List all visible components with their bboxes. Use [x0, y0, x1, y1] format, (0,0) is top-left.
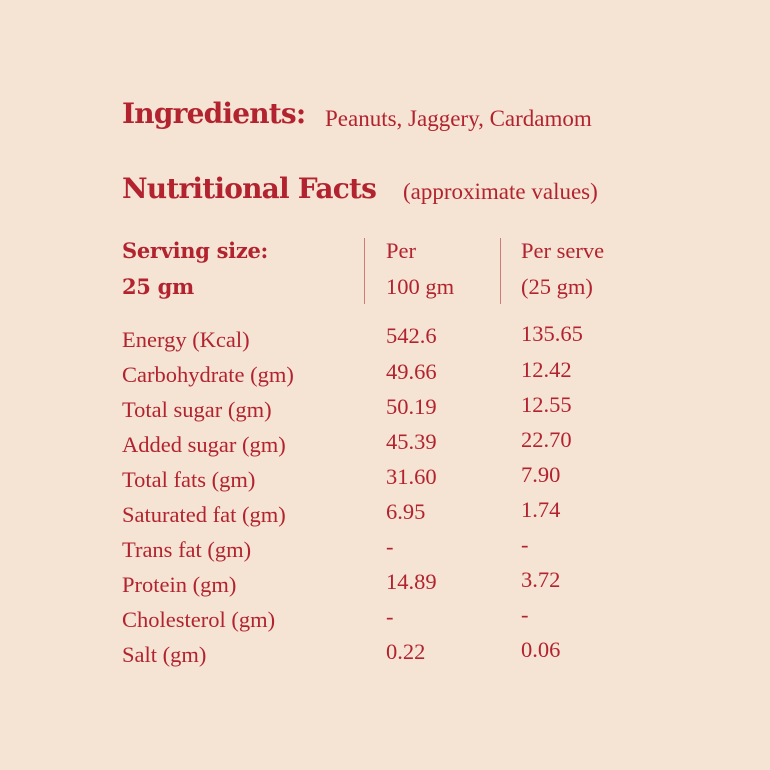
per-100-value: 6.95 — [386, 499, 426, 524]
column-divider-1 — [364, 238, 365, 304]
per-serve-value: 7.90 — [521, 462, 561, 487]
nutrient-label: Carbohydrate (gm) — [122, 362, 294, 387]
per-serve-value: - — [521, 602, 529, 627]
nutrient-label: Cholesterol (gm) — [122, 607, 276, 632]
nutrient-label: Protein (gm) — [122, 572, 237, 597]
per-100-value: - — [386, 534, 394, 559]
per-serve-value: 3.72 — [521, 567, 561, 592]
per-100-value: - — [386, 604, 394, 629]
per-100-header-line2: 100 gm — [386, 274, 455, 299]
per-100-value: 0.22 — [386, 639, 426, 664]
per-serve-value: 0.06 — [521, 637, 561, 662]
nutritional-facts-heading: Nutritional Facts — [122, 172, 377, 205]
nutrient-label: Trans fat (gm) — [122, 537, 252, 562]
per-serve-value: 1.74 — [521, 497, 561, 522]
per-100-value: 49.66 — [386, 359, 437, 384]
nutrient-label: Total sugar (gm) — [122, 397, 272, 422]
per-serve-value: 22.70 — [521, 427, 572, 452]
column-divider-2 — [500, 238, 501, 304]
serving-size-value: 25 gm — [122, 274, 194, 299]
nutrient-label: Saturated fat (gm) — [122, 502, 286, 527]
per-serve-value: 12.55 — [521, 392, 572, 417]
nutrient-label: Added sugar (gm) — [122, 432, 286, 457]
approximate-values-note: (approximate values) — [403, 179, 598, 204]
per-100-value: 14.89 — [386, 569, 437, 594]
per-serve-value: 135.65 — [521, 321, 583, 346]
per-serve-value: 12.42 — [521, 357, 572, 382]
per-serve-header-line1: Per serve — [521, 238, 605, 263]
per-100-value: 31.60 — [386, 464, 437, 489]
nutrient-label: Salt (gm) — [122, 642, 207, 667]
per-serve-value: - — [521, 532, 529, 557]
per-100-value: 542.6 — [386, 323, 437, 348]
nutrient-label: Energy (Kcal) — [122, 327, 250, 352]
per-100-value: 50.19 — [386, 394, 437, 419]
per-100-value: 45.39 — [386, 429, 437, 454]
serving-size-label: Serving size: — [122, 238, 268, 263]
ingredients-list: Peanuts, Jaggery, Cardamom — [325, 106, 592, 131]
nutrient-label: Total fats (gm) — [122, 467, 256, 492]
ingredients-heading: Ingredients: — [122, 97, 306, 130]
per-serve-header-line2: (25 gm) — [521, 274, 593, 299]
per-100-header-line1: Per — [386, 238, 416, 263]
